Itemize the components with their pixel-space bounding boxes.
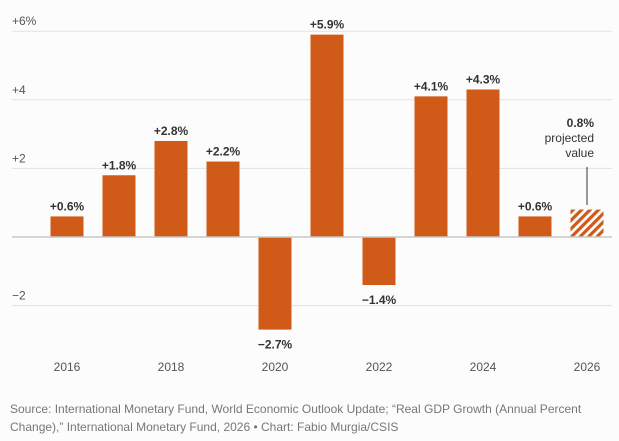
bar xyxy=(154,140,188,237)
bar xyxy=(102,175,136,237)
bar xyxy=(50,216,84,237)
data-label: −1.4% xyxy=(362,293,397,307)
data-label: +2.2% xyxy=(206,145,241,159)
y-tick-label: +6% xyxy=(12,14,37,28)
annotation-line1: projected xyxy=(545,131,594,145)
x-tick-label: 2024 xyxy=(470,360,497,374)
bar xyxy=(466,89,500,237)
x-tick-label: 2022 xyxy=(366,360,393,374)
data-label: +0.6% xyxy=(50,199,85,213)
bar-projected xyxy=(570,209,604,237)
chart: +6% +4 +2 −2 +0.6% 2016 +1.8% +2.8% 2018 +2.2% −2… xyxy=(12,14,612,374)
bar xyxy=(206,161,240,237)
bar xyxy=(518,216,552,237)
data-label: +4.1% xyxy=(414,79,449,93)
y-tick-label: +2 xyxy=(12,151,26,165)
data-label: +1.8% xyxy=(102,158,137,172)
x-tick-label: 2016 xyxy=(54,360,81,374)
x-tick-label: 2020 xyxy=(262,360,289,374)
x-tick-label: 2026 xyxy=(574,360,601,374)
data-label: +2.8% xyxy=(154,124,189,138)
data-label: +4.3% xyxy=(466,73,501,87)
bar xyxy=(258,237,292,330)
data-label: +5.9% xyxy=(310,18,345,32)
data-label: −2.7% xyxy=(258,338,293,352)
bar xyxy=(414,96,448,238)
y-tick-label: +4 xyxy=(12,83,26,97)
data-label: +0.6% xyxy=(518,199,553,213)
annotation-value: 0.8% xyxy=(567,116,595,130)
source-note: Source: International Monetary Fund, Wor… xyxy=(10,402,582,434)
bar xyxy=(310,34,344,237)
bar xyxy=(362,237,396,286)
y-tick-label: −2 xyxy=(12,289,26,303)
annotation-line2: value xyxy=(565,146,594,160)
x-tick-label: 2018 xyxy=(158,360,185,374)
